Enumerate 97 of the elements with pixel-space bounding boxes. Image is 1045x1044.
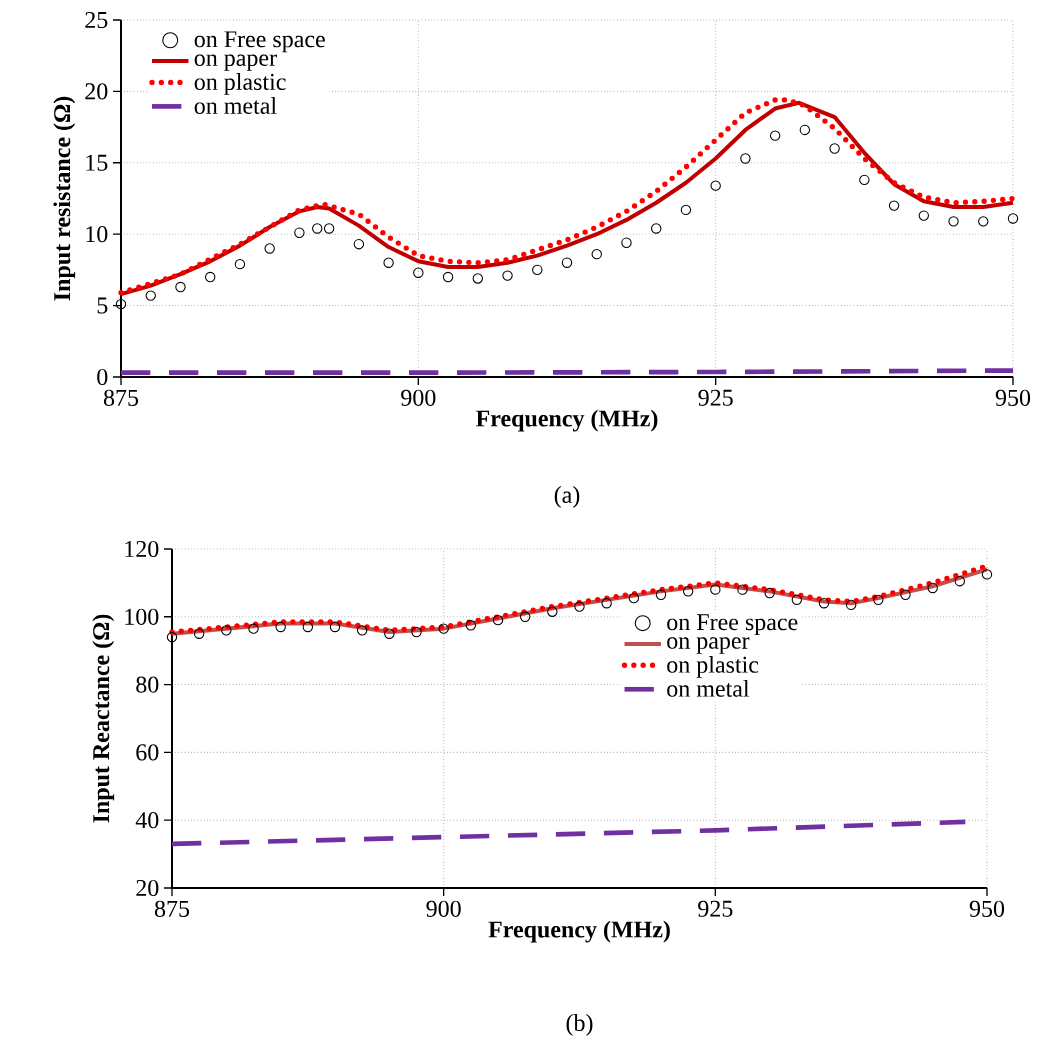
y-tick-label: 0: [97, 368, 108, 386]
point: [948, 216, 959, 227]
point: [166, 631, 178, 643]
point: [353, 238, 365, 250]
point: [710, 180, 721, 191]
y-tick-label: 20: [85, 83, 108, 100]
text: (b): [566, 1014, 593, 1036]
point: [205, 271, 216, 283]
point: [234, 258, 246, 270]
point: [651, 223, 662, 234]
point: [591, 248, 602, 260]
legend-label: on Free space: [667, 614, 798, 636]
point: [561, 257, 573, 268]
x-tick-label: 875: [154, 900, 190, 917]
y-tick-label: 15: [86, 154, 108, 171]
y-axis-title: Input Reactance (Ω): [92, 614, 115, 823]
legend-label: on Free space: [194, 31, 325, 53]
point: [175, 281, 186, 293]
point: [769, 130, 781, 141]
y-tick-label: 10: [86, 226, 108, 243]
point: [547, 606, 558, 617]
x-tick-label: 925: [698, 389, 733, 406]
point: [574, 601, 585, 612]
point: [221, 625, 232, 636]
point: [918, 210, 930, 221]
point: [532, 264, 543, 276]
point: [193, 628, 205, 639]
y-tick-label: 5: [97, 297, 108, 314]
x-tick-label: 950: [969, 900, 1005, 917]
x-axis-title: Frequency (MHz): [488, 920, 670, 943]
point: [384, 628, 395, 639]
point: [264, 243, 275, 254]
point: [145, 290, 156, 301]
point: [356, 625, 368, 636]
legend-label: on paper: [667, 637, 750, 654]
legend-label: on metal: [667, 679, 750, 697]
point: [680, 204, 692, 216]
y-tick-label: 20: [136, 879, 159, 897]
point: [302, 621, 314, 633]
x-tick-label: 950: [995, 389, 1031, 406]
legend-label: on metal: [194, 97, 277, 114]
legend-label: on plastic: [667, 655, 759, 678]
y-tick-label: 60: [136, 744, 159, 761]
point: [411, 626, 422, 638]
point: [655, 589, 667, 600]
point: [799, 124, 811, 136]
point: [791, 594, 803, 606]
point: [438, 623, 449, 634]
point: [682, 586, 694, 597]
point: [413, 267, 424, 278]
point: [329, 621, 341, 633]
y-axis-title: Input resistance (Ω): [53, 96, 76, 301]
point: [740, 153, 751, 164]
point: [888, 200, 900, 211]
point: [927, 582, 938, 594]
x-tick-label: 925: [698, 900, 733, 917]
point: [294, 227, 305, 238]
point: [628, 592, 640, 604]
point: [710, 584, 721, 595]
point: [115, 298, 127, 310]
x-tick-label: 900: [401, 389, 436, 406]
point: [621, 237, 632, 248]
point: [519, 611, 531, 622]
point: [764, 587, 775, 599]
point: [465, 620, 477, 631]
y-tick-label: 120: [125, 540, 159, 558]
text: (a): [554, 486, 580, 508]
point: [829, 143, 840, 154]
point: [248, 623, 259, 634]
point: [873, 594, 884, 606]
y-tick-label: 80: [136, 676, 159, 693]
point: [502, 270, 513, 281]
point: [275, 621, 286, 633]
point: [601, 598, 612, 609]
point: [900, 589, 911, 600]
point: [383, 257, 394, 268]
point: [737, 584, 748, 595]
point: [492, 614, 504, 626]
x-tick-label: 875: [103, 389, 139, 406]
point: [845, 599, 857, 611]
point: [312, 223, 323, 234]
y-tick-label: 25: [85, 11, 108, 29]
legend-label: on paper: [194, 54, 277, 71]
legend-label: on plastic: [194, 73, 286, 95]
point: [442, 271, 454, 283]
x-tick-label: 900: [426, 900, 461, 917]
y-tick-label: 40: [135, 812, 159, 829]
x-axis-title: Frequency (MHz): [476, 409, 658, 432]
point: [981, 569, 993, 580]
point: [818, 598, 830, 609]
point: [978, 216, 989, 227]
point: [954, 575, 966, 587]
point: [859, 174, 870, 186]
y-tick-label: 100: [125, 608, 159, 625]
point: [323, 223, 335, 234]
point: [1007, 213, 1019, 224]
point: [472, 273, 484, 284]
